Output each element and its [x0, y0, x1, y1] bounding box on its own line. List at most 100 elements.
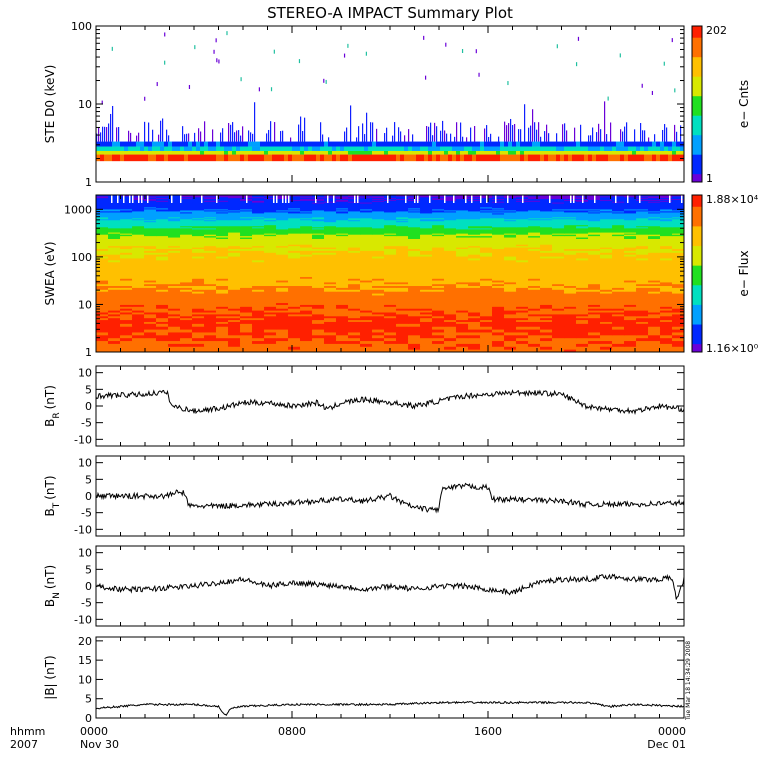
- swea-cell: [624, 343, 637, 347]
- swea-cell: [648, 310, 661, 313]
- swea-cell: [444, 259, 457, 263]
- swea-cell: [600, 247, 613, 250]
- swea-cell: [168, 346, 181, 350]
- swea-cell: [192, 210, 205, 213]
- swea-cell: [156, 287, 169, 290]
- swea-cell: [120, 308, 133, 311]
- swea-cell: [588, 340, 601, 344]
- swea-cell: [180, 334, 193, 339]
- ste-sparse-count: [604, 101, 606, 142]
- swea-cell: [504, 306, 517, 309]
- swea-cell: [456, 294, 469, 298]
- swea-cell: [264, 237, 277, 239]
- ste-band-3-cell: [540, 141, 544, 147]
- swea-cell: [192, 326, 205, 330]
- swea-cell: [240, 283, 253, 287]
- swea-cell: [204, 289, 217, 292]
- swea-cell: [528, 213, 541, 216]
- swea-cell: [564, 216, 577, 219]
- swea-cell: [276, 237, 289, 239]
- swea-cell: [336, 346, 349, 350]
- ste-band-2-cell: [472, 146, 476, 151]
- swea-cell: [612, 223, 625, 226]
- swea-cell: [492, 254, 505, 257]
- ste-sparse-count: [362, 123, 364, 142]
- swea-cell: [540, 343, 553, 347]
- swea-cell: [612, 261, 625, 265]
- ste-band-1-cell: [368, 150, 372, 155]
- ste-colorbar-step: [692, 107, 702, 113]
- swea-cell: [168, 222, 181, 225]
- swea-cell: [252, 276, 265, 279]
- ste-band-3-cell: [440, 141, 444, 147]
- ste-band-3-cell: [284, 141, 288, 147]
- swea-cell: [180, 231, 193, 233]
- swea-cell: [312, 223, 325, 226]
- swea-cell: [132, 213, 145, 216]
- ste-band-2-cell: [188, 146, 192, 151]
- swea-cell: [432, 219, 445, 222]
- swea-cell: [156, 298, 169, 302]
- swea-cell: [636, 265, 649, 268]
- swea-cell: [588, 221, 601, 224]
- ste-band-2-cell: [364, 146, 368, 151]
- swea-cell: [492, 265, 505, 268]
- ste-sparse-count: [220, 132, 222, 142]
- swea-cell: [336, 267, 349, 270]
- swea-cell: [636, 298, 649, 302]
- swea-cell: [528, 248, 541, 251]
- swea-cell: [636, 215, 649, 218]
- ste-band-1-cell: [512, 150, 516, 155]
- ste-band-1-cell: [448, 150, 452, 155]
- swea-cell: [492, 343, 505, 347]
- swea-cell: [336, 210, 349, 213]
- swea-cell: [420, 229, 433, 232]
- swea-cell: [636, 343, 649, 347]
- swea-cell: [144, 291, 157, 294]
- swea-cell: [216, 331, 229, 336]
- ste-sparse-count: [242, 126, 244, 142]
- ste-colorbar-step: [692, 100, 702, 105]
- swea-cell: [672, 247, 685, 250]
- ste-band-0-cell: [168, 154, 172, 162]
- swea-cell: [348, 210, 361, 213]
- swea-cell: [564, 331, 577, 336]
- ste-band-1-cell: [244, 150, 248, 155]
- ste-sparse-count: [634, 129, 636, 142]
- swea-cell: [252, 226, 265, 229]
- ste-band-0-cell: [292, 154, 296, 162]
- swea-cell: [204, 296, 217, 300]
- swea-cell: [228, 289, 241, 292]
- swea-cell: [216, 310, 229, 313]
- swea-cell: [468, 271, 481, 274]
- swea-cell: [192, 225, 205, 228]
- swea-cell: [480, 276, 493, 279]
- ste-sparse-count: [136, 135, 138, 142]
- swea-cell: [120, 343, 133, 347]
- swea-cell: [588, 346, 601, 350]
- swea-cell: [408, 214, 421, 217]
- swea-cell: [240, 319, 253, 322]
- swea-cell: [264, 218, 277, 221]
- swea-cell: [372, 313, 385, 317]
- swea-cell: [324, 254, 337, 257]
- swea-cell: [504, 269, 517, 272]
- swea-cell: [228, 269, 241, 272]
- swea-cell: [192, 259, 205, 263]
- swea-cell: [552, 329, 565, 333]
- ste-band-2-cell: [128, 146, 132, 151]
- swea-cell: [180, 211, 193, 214]
- swea-cell: [636, 317, 649, 321]
- ste-sparse-count: [484, 128, 486, 142]
- swea-cell: [108, 306, 121, 309]
- swea-cell: [396, 223, 409, 226]
- swea-cell: [624, 223, 637, 226]
- swea-cell: [492, 247, 505, 250]
- swea-cell: [600, 239, 613, 242]
- swea-cell: [612, 211, 625, 214]
- swea-cell: [96, 267, 109, 270]
- ste-band-2-cell: [404, 146, 408, 151]
- swea-cell: [216, 250, 229, 253]
- swea-cell: [144, 237, 157, 239]
- swea-cell: [600, 285, 613, 288]
